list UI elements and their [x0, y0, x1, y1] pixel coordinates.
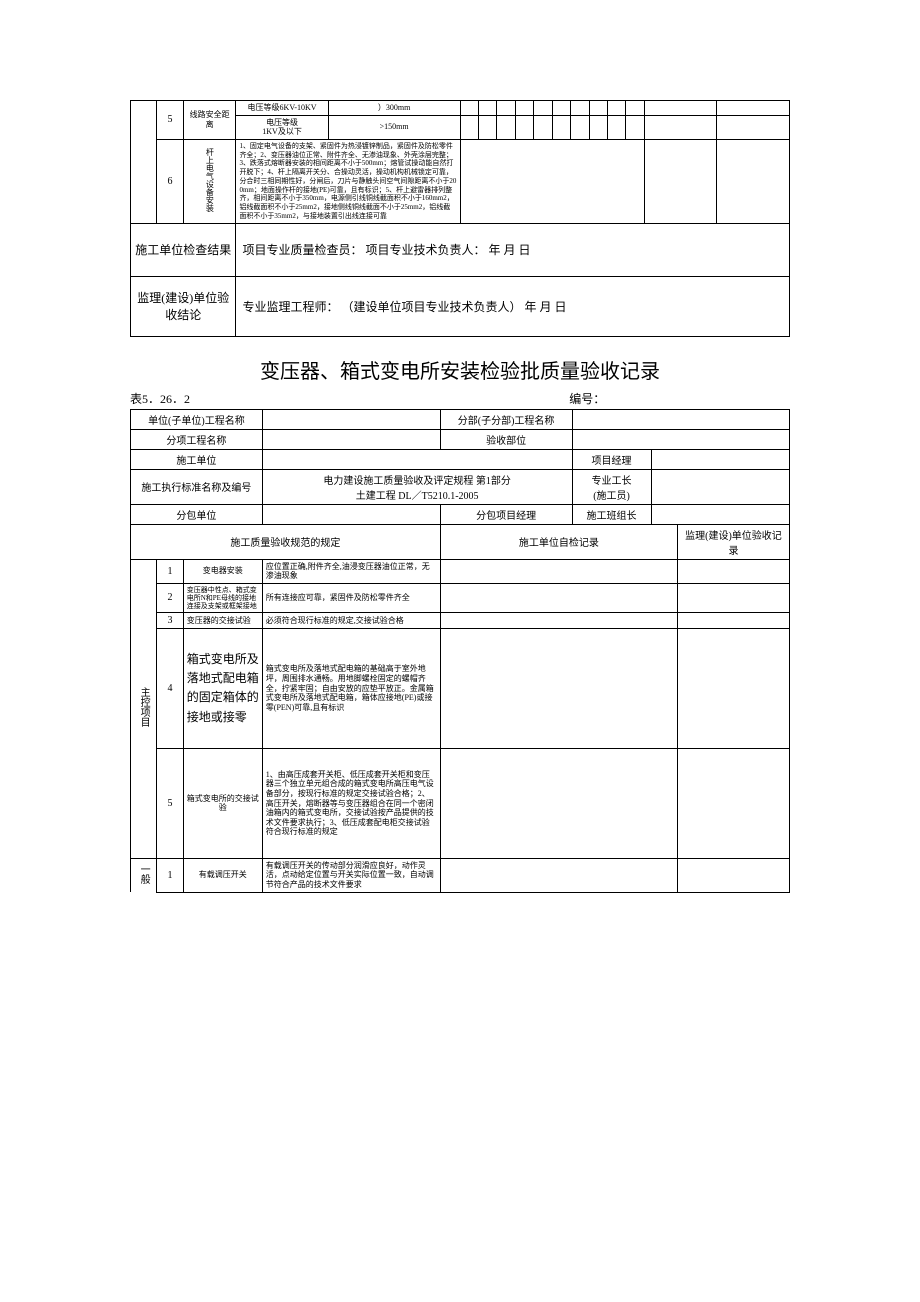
footer1-label: 施工单位检查结果: [131, 223, 236, 276]
hdr-subitem: 分项工程名称: [131, 429, 263, 449]
row5-r1c2: ）300mm: [328, 101, 460, 116]
hdr-subpart: 分部(子分部)工程名称: [440, 409, 572, 429]
table-top-fragment: 5 线路安全距离 电压等级6KV-10KV ）300mm 电压等级 1KV及以下…: [130, 100, 790, 337]
row-6: 6 杆上电气设备安装 1、固定电气设备的支架、紧固件为热浸镀锌制品，紧固件及防松…: [131, 139, 790, 223]
mc-row-4: 4 箱式变电所及落地式配电箱的固定箱体的接地或接零 箱式变电所及落地式配电箱的基…: [131, 628, 790, 748]
table2-title: 变压器、箱式变电所安装检验批质量验收记录: [130, 355, 790, 384]
col-spec: 施工质量验收规范的规定: [131, 524, 441, 559]
hdr-unit: 单位(子单位)工程名称: [131, 409, 263, 429]
footer2-label: 监理(建设)单位验收结论: [131, 276, 236, 336]
row6-label: 杆上电气设备安装: [183, 139, 236, 223]
col-self: 施工单位自检记录: [440, 524, 677, 559]
mc-row-2: 2 变压器中性点、箱式变电所N和PE母线的接地连接及支架或框架接地 所有连接应可…: [131, 583, 790, 612]
hdr-subpm: 分包项目经理: [440, 504, 572, 524]
hdr-std: 施工执行标准名称及编号: [131, 469, 263, 504]
footer-supervision: 监理(建设)单位验收结论 专业监理工程师： （建设单位项目专业技术负责人） 年 …: [131, 276, 790, 336]
table-inspection-record: 单位(子单位)工程名称 分部(子分部)工程名称 分项工程名称 验收部位 施工单位…: [130, 409, 790, 893]
meta-right: 编号：: [569, 390, 790, 407]
row6-num: 6: [157, 139, 183, 223]
mc-row-5: 5 箱式变电所的交接试验 1、由高压成套开关柜、低压成套开关柜和变压器三个独立单…: [131, 748, 790, 858]
row5-r2c1: 电压等级 1KV及以下: [236, 115, 328, 139]
main-ctrl-label: 主控项目: [131, 559, 157, 858]
hdr-pm: 项目经理: [572, 449, 651, 469]
row5-label: 线路安全距离: [183, 101, 236, 140]
meta-left: 表5．26．2: [130, 390, 190, 407]
general-label: 一般: [131, 858, 157, 892]
gen-row-1: 一般 1 有载调压开关 有载调压开关的传动部分润滑应良好，动作灵活，点动给定位置…: [131, 858, 790, 892]
row-5a: 5 线路安全距离 电压等级6KV-10KV ）300mm: [131, 101, 790, 116]
table2-meta: 表5．26．2 编号：: [130, 390, 790, 407]
row5-num: 5: [157, 101, 183, 140]
mc-row-1: 主控项目 1 变电器安装 应位置正确,附件齐全,油浸变压器油位正常，无渗油现象: [131, 559, 790, 583]
hdr-std-val: 电力建设施工质量验收及评定规程 第1部分 土建工程 DL／T5210.1-200…: [262, 469, 572, 504]
row6-desc: 1、固定电气设备的支架、紧固件为热浸镀锌制品，紧固件及防松零件齐全；2、变压器油…: [236, 139, 460, 223]
col-super: 监理(建设)单位验收记录: [677, 524, 789, 559]
mc-row-3: 3 变压器的交接试验 必须符合现行标准的规定,交接试验合格: [131, 612, 790, 628]
footer1-line: 项目专业质量检查员： 项目专业技术负责人： 年 月 日: [236, 223, 790, 276]
footer2-line: 专业监理工程师： （建设单位项目专业技术负责人） 年 月 日: [236, 276, 790, 336]
hdr-foreman: 专业工长 (施工员): [572, 469, 651, 504]
row5-r2c2: >150mm: [328, 115, 460, 139]
hdr-construct-unit: 施工单位: [131, 449, 263, 469]
hdr-team: 施工班组长: [572, 504, 651, 524]
footer-construction: 施工单位检查结果 项目专业质量检查员： 项目专业技术负责人： 年 月 日: [131, 223, 790, 276]
hdr-accept-part: 验收部位: [440, 429, 572, 449]
hdr-subcontract: 分包单位: [131, 504, 263, 524]
row5-r1c1: 电压等级6KV-10KV: [236, 101, 328, 116]
